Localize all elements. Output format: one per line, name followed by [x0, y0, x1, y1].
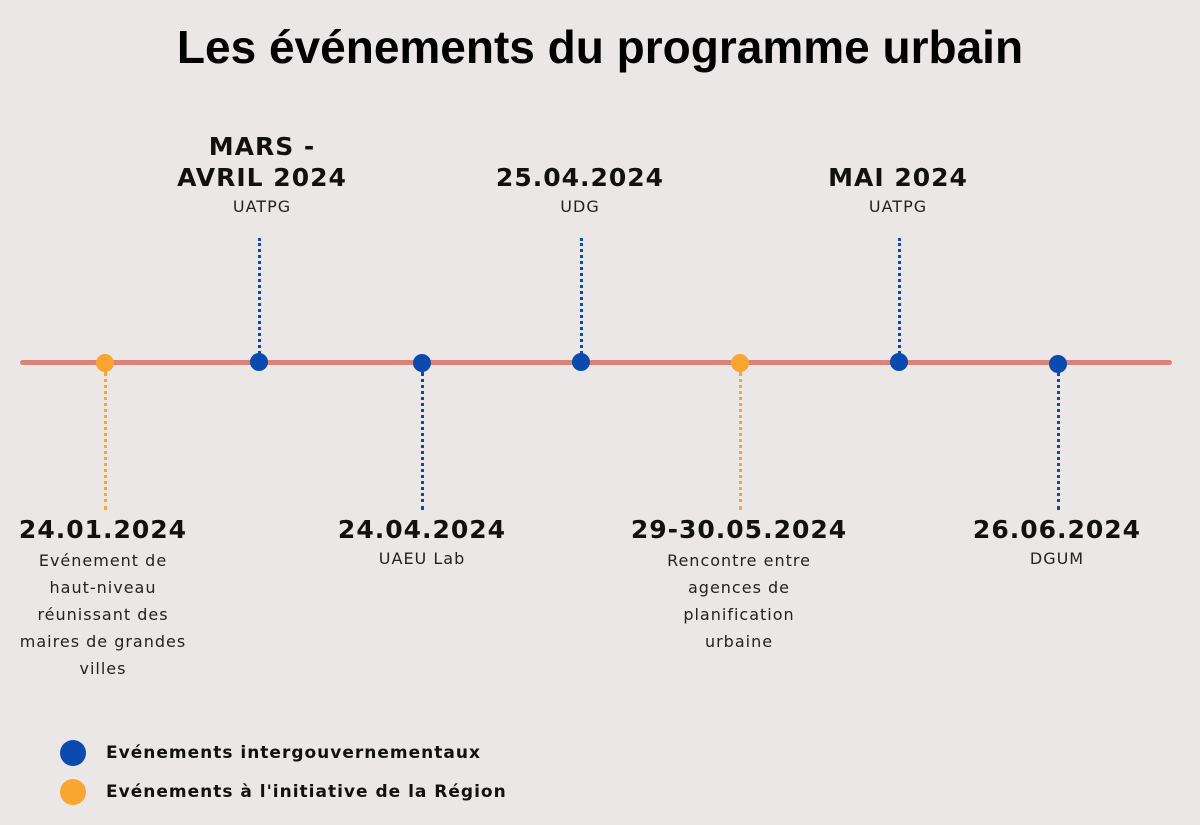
event-connector — [580, 238, 583, 354]
event-dot[interactable] — [1049, 355, 1067, 373]
event-label: MARS - AVRIL 2024 UATPG — [142, 131, 382, 220]
event-label: 24.04.2024 UAEU Lab — [302, 514, 542, 572]
legend-label: Evénements à l'initiative de la Région — [106, 782, 507, 802]
event-label: 25.04.2024 UDG — [460, 162, 700, 220]
event-label: 24.01.2024 Evénement de haut-niveau réun… — [0, 514, 223, 682]
legend-swatch — [60, 779, 86, 805]
event-connector — [421, 372, 424, 510]
event-connector — [104, 372, 107, 510]
event-organization: UDG — [560, 197, 600, 216]
event-dot[interactable] — [250, 353, 268, 371]
event-dot[interactable] — [413, 354, 431, 372]
event-date: 26.06.2024 — [972, 515, 1142, 544]
event-label: 29-30.05.2024 Rencontre entre agences de… — [619, 514, 859, 655]
event-date: MARS - AVRIL 2024 — [177, 132, 347, 192]
event-connector — [898, 238, 901, 354]
event-dot[interactable] — [572, 353, 590, 371]
legend-swatch — [60, 740, 86, 766]
page-title: Les événements du programme urbain — [176, 21, 1024, 73]
timeline-axis — [20, 360, 1172, 365]
event-connector — [739, 372, 742, 510]
event-date: 29-30.05.2024 — [630, 515, 848, 544]
event-date: 24.01.2024 — [18, 515, 188, 544]
event-dot[interactable] — [890, 353, 908, 371]
event-organization: DGUM — [1029, 549, 1085, 568]
event-connector — [1057, 372, 1060, 510]
event-description: Rencontre entre agences de planification… — [667, 551, 811, 651]
event-connector — [258, 238, 261, 354]
event-label: 26.06.2024 DGUM — [937, 514, 1177, 572]
event-date: MAI 2024 — [828, 163, 968, 192]
event-description: Evénement de haut-niveau réunissant des … — [19, 551, 187, 678]
event-organization: UATPG — [868, 197, 928, 216]
event-date: 24.04.2024 — [337, 515, 507, 544]
legend-item-region: Evénements à l'initiative de la Région — [60, 779, 507, 805]
event-label: MAI 2024 UATPG — [778, 162, 1018, 220]
event-organization: UAEU Lab — [378, 549, 466, 568]
event-dot[interactable] — [96, 354, 114, 372]
event-dot[interactable] — [731, 354, 749, 372]
event-organization: UATPG — [232, 197, 292, 216]
event-date: 25.04.2024 — [495, 163, 665, 192]
legend-label: Evénements intergouvernementaux — [106, 743, 481, 763]
legend-item-intergovernmental: Evénements intergouvernementaux — [60, 740, 481, 766]
